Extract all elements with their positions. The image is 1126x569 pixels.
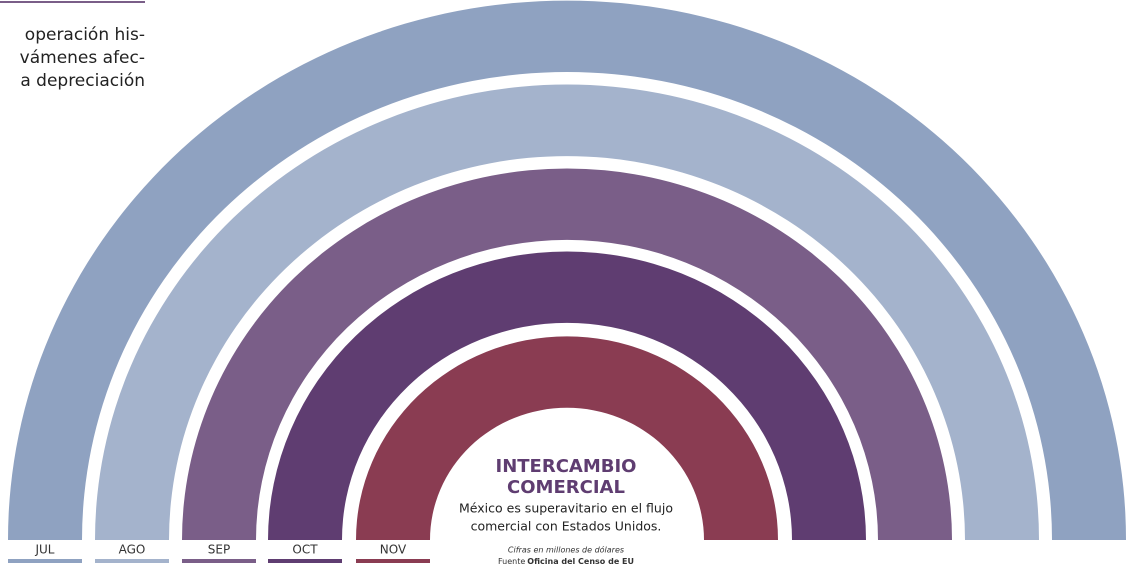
panel-title: COMERCIAL <box>507 477 625 498</box>
intro-line: operación his- <box>25 25 145 45</box>
arc-band <box>182 168 952 541</box>
month-label: AGO <box>119 543 146 557</box>
panel-source: Fuente Oficina del Censo de EU <box>498 557 634 566</box>
panel-subtitle: México es superavitario en el flujo <box>459 501 673 516</box>
month-label: JUL <box>34 543 54 557</box>
month-label: SEP <box>208 543 230 557</box>
intro-line: vámenes afec- <box>20 48 145 68</box>
month-underline <box>268 559 342 563</box>
arc-band <box>268 251 866 540</box>
panel-note: Cifras en millones de dólares <box>508 545 624 555</box>
month-underline <box>95 559 169 563</box>
arcs <box>8 0 1126 541</box>
arc-band <box>95 84 1039 540</box>
source-label: Fuente <box>498 557 525 566</box>
panel-subtitle: comercial con Estados Unidos. <box>471 519 662 534</box>
month-label: OCT <box>292 543 318 557</box>
source: Oficina del Censo de EU <box>527 557 634 566</box>
month-underline <box>356 559 430 563</box>
month-underline <box>182 559 256 563</box>
arc-band <box>356 336 778 540</box>
month-underline <box>8 559 82 563</box>
intro-line: a depreciación <box>20 71 145 91</box>
panel-title: INTERCAMBIO <box>496 456 637 477</box>
arc-band <box>8 0 1126 540</box>
month-label: NOV <box>380 543 407 557</box>
